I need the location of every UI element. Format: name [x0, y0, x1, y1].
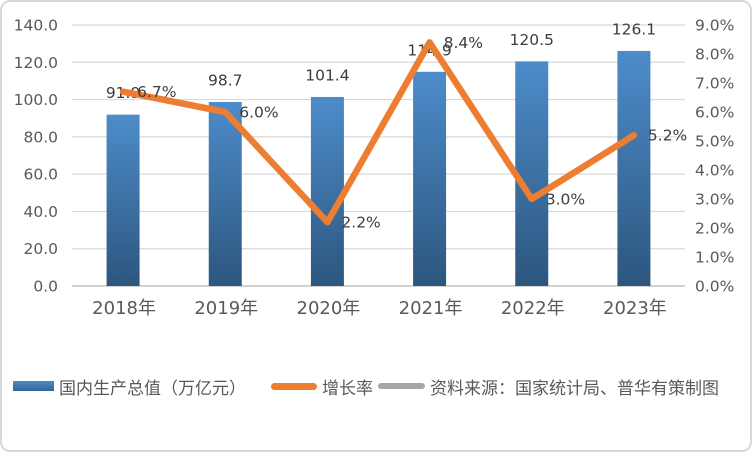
line-data-label: 2.2% — [341, 214, 380, 232]
source-series-swatch-icon — [378, 383, 425, 389]
bar-data-label: 120.5 — [510, 31, 554, 49]
data-source-text: 资料来源：国家统计局、普华有策制图 — [430, 378, 719, 399]
legend-item-gdp: 国内生产总值（万亿元） — [13, 371, 246, 401]
right-axis-tick: 4.0% — [695, 162, 734, 180]
category-label: 2022年 — [501, 298, 565, 319]
bar-2021年 — [413, 71, 447, 286]
bar-data-label: 98.7 — [208, 71, 243, 89]
right-axis-tick: 8.0% — [695, 46, 734, 64]
line-data-label: 5.2% — [648, 127, 687, 145]
left-axis-tick: 60.0 — [23, 166, 58, 184]
legend-item-source: 资料来源：国家统计局、普华有策制图 — [378, 371, 719, 401]
bar-data-label: 101.4 — [305, 66, 349, 84]
category-label: 2019年 — [194, 298, 258, 319]
line-series-swatch-icon — [271, 382, 317, 390]
line-data-label: 6.0% — [239, 104, 278, 122]
growth-rate-line — [119, 39, 638, 226]
left-axis-tick: 20.0 — [23, 240, 58, 258]
bar-2019年 — [208, 101, 242, 287]
left-axis-tick: 100.0 — [14, 91, 58, 109]
bar-series-swatch-icon — [13, 381, 54, 391]
right-axis-tick: 7.0% — [695, 75, 734, 93]
legend-label-growth-rate: 增长率 — [322, 378, 373, 399]
line-data-label: 8.4% — [444, 34, 483, 52]
bar-data-label: 126.1 — [612, 20, 656, 38]
right-axis-tick: 2.0% — [695, 220, 734, 238]
left-axis-tick: 40.0 — [23, 203, 58, 221]
category-label: 2020年 — [297, 298, 361, 319]
bar-2018年 — [106, 114, 140, 286]
legend-item-growth-rate: 增长率 — [271, 371, 373, 401]
right-axis-tick: 1.0% — [695, 249, 734, 267]
legend: 国内生产总值（万亿元） 增长率 资料来源：国家统计局、普华有策制图 — [0, 371, 752, 401]
bar-2020年 — [310, 96, 344, 286]
bar-2022年 — [515, 61, 549, 286]
category-label: 2021年 — [399, 298, 463, 319]
left-axis-tick: 80.0 — [23, 128, 58, 146]
left-axis-tick: 120.0 — [14, 54, 58, 72]
bar-2023年 — [617, 50, 651, 286]
right-axis-tick: 6.0% — [695, 104, 734, 122]
right-axis-tick: 5.0% — [695, 133, 734, 151]
right-axis-tick: 9.0% — [695, 17, 734, 35]
left-axis-tick: 140.0 — [14, 17, 58, 35]
left-axis-tick: 0.0 — [33, 278, 58, 296]
category-label: 2018年 — [92, 298, 156, 319]
right-axis-tick: 0.0% — [695, 278, 734, 296]
legend-label-gdp: 国内生产总值（万亿元） — [59, 378, 246, 399]
right-axis-tick: 3.0% — [695, 191, 734, 209]
line-data-label: 6.7% — [137, 83, 176, 101]
line-data-label: 3.0% — [546, 191, 585, 209]
category-label: 2023年 — [603, 298, 667, 319]
